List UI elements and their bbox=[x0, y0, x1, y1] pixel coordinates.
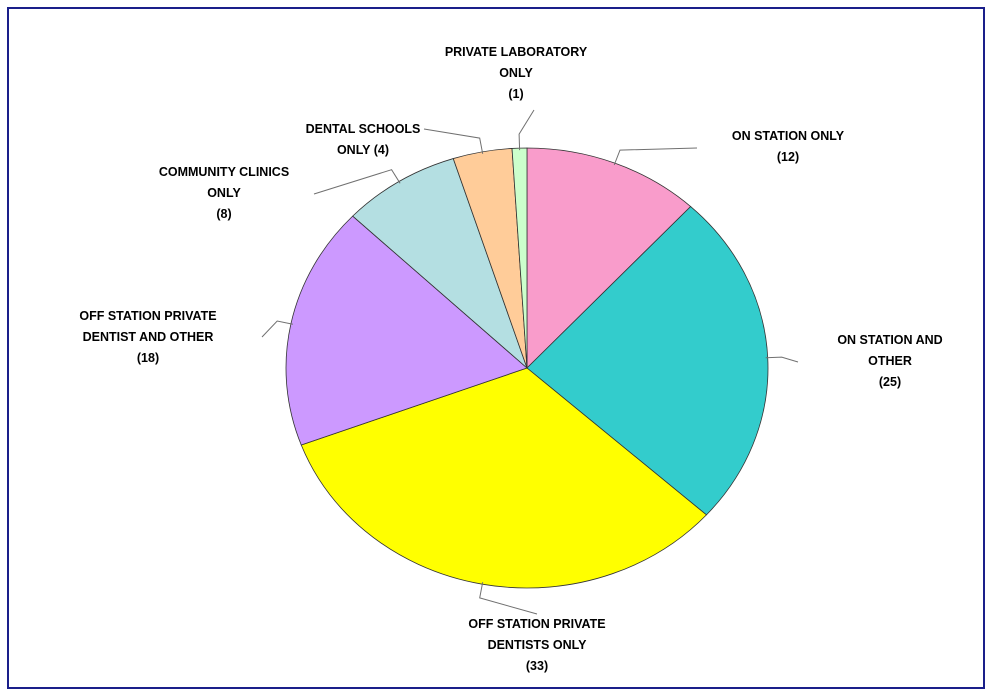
leader-line-7 bbox=[518, 109, 535, 151]
leader-line-4 bbox=[261, 320, 293, 338]
leader-line-2 bbox=[765, 356, 799, 363]
leader-line-5 bbox=[313, 169, 401, 195]
slice-label-line: (8) bbox=[216, 207, 231, 221]
slice-label-5: COMMUNITY CLINICS ONLY (8) bbox=[159, 165, 289, 221]
slice-label-line: DENTAL SCHOOLS bbox=[306, 122, 421, 136]
slice-label-7: PRIVATE LABORATORY ONLY (1) bbox=[445, 45, 588, 101]
slice-label-line: OFF STATION PRIVATE bbox=[79, 309, 216, 323]
slice-label-2: ON STATION AND OTHER (25) bbox=[837, 333, 942, 389]
slice-label-line: (12) bbox=[777, 150, 799, 164]
slice-label-line: (33) bbox=[526, 659, 548, 673]
slice-label-3: OFF STATION PRIVATE DENTISTS ONLY (33) bbox=[468, 617, 605, 673]
slice-label-line: PRIVATE LABORATORY bbox=[445, 45, 588, 59]
slice-label-line: (25) bbox=[879, 375, 901, 389]
slice-label-line: DENTISTS ONLY bbox=[488, 638, 588, 652]
slice-label-6: DENTAL SCHOOLS ONLY (4) bbox=[306, 122, 421, 157]
pie-slices bbox=[285, 147, 769, 589]
leader-line-1 bbox=[613, 147, 698, 166]
slice-label-4: OFF STATION PRIVATE DENTIST AND OTHER (18) bbox=[79, 309, 216, 365]
slice-label-line: OFF STATION PRIVATE bbox=[468, 617, 605, 631]
slice-label-line: OTHER bbox=[868, 354, 912, 368]
slice-label-line: ONLY bbox=[499, 66, 533, 80]
slice-label-line: DENTIST AND OTHER bbox=[83, 330, 214, 344]
slice-label-line: ON STATION ONLY bbox=[732, 129, 845, 143]
slice-label-line: COMMUNITY CLINICS bbox=[159, 165, 289, 179]
slice-labels: ON STATION ONLY (12) ON STATION AND OTHER (2… bbox=[79, 45, 942, 673]
leader-lines bbox=[261, 109, 799, 615]
leader-line-6 bbox=[423, 128, 484, 154]
slice-label-line: ONLY bbox=[207, 186, 241, 200]
slice-label-line: ON STATION AND bbox=[837, 333, 942, 347]
slice-label-line: (1) bbox=[508, 87, 523, 101]
slice-label-line: (18) bbox=[137, 351, 159, 365]
leader-line-3 bbox=[479, 582, 538, 615]
slice-label-line: ONLY (4) bbox=[337, 143, 389, 157]
slice-label-1: ON STATION ONLY (12) bbox=[732, 129, 845, 164]
